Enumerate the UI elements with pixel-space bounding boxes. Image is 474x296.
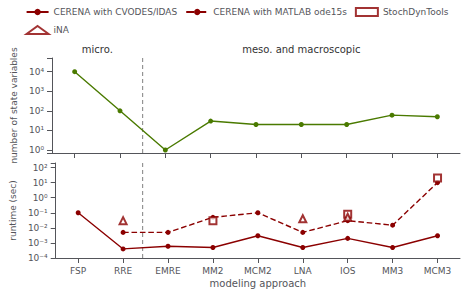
svg-text:number of state variables: number of state variables [9,47,19,163]
svg-text:meso. and macroscopic: meso. and macroscopic [242,44,360,55]
svg-text:10³: 10³ [29,86,44,96]
svg-text:IOS: IOS [340,266,356,276]
svg-text:micro.: micro. [82,44,113,55]
svg-text:10⁻¹: 10⁻¹ [28,208,48,218]
svg-text:10⁻²: 10⁻² [28,223,48,233]
svg-text:10¹: 10¹ [29,125,44,135]
svg-text:CERENA with CVODES/IDAS: CERENA with CVODES/IDAS [54,7,178,17]
svg-text:LNA: LNA [294,266,313,276]
svg-text:CERENA with MATLAB ode15s: CERENA with MATLAB ode15s [213,7,347,17]
svg-text:modeling approach: modeling approach [210,278,307,289]
svg-text:10⁰: 10⁰ [33,193,48,203]
svg-text:10⁻³: 10⁻³ [28,238,48,248]
svg-text:MM3: MM3 [382,266,403,276]
svg-text:StochDynTools: StochDynTools [383,7,449,17]
svg-text:runtime (sec): runtime (sec) [8,180,18,241]
svg-text:10¹: 10¹ [33,178,48,188]
svg-text:FSP: FSP [70,266,87,276]
svg-text:10²: 10² [29,106,44,116]
svg-text:RRE: RRE [114,266,133,276]
svg-text:MM2: MM2 [202,266,223,276]
svg-text:MCM3: MCM3 [424,266,452,276]
svg-text:10⁴: 10⁴ [29,67,44,77]
svg-text:10⁰: 10⁰ [29,145,44,155]
svg-text:EMRE: EMRE [155,266,181,276]
svg-text:10⁻⁴: 10⁻⁴ [28,253,48,263]
svg-text:10²: 10² [33,163,48,173]
svg-text:MCM2: MCM2 [244,266,272,276]
svg-text:iNA: iNA [54,25,70,35]
